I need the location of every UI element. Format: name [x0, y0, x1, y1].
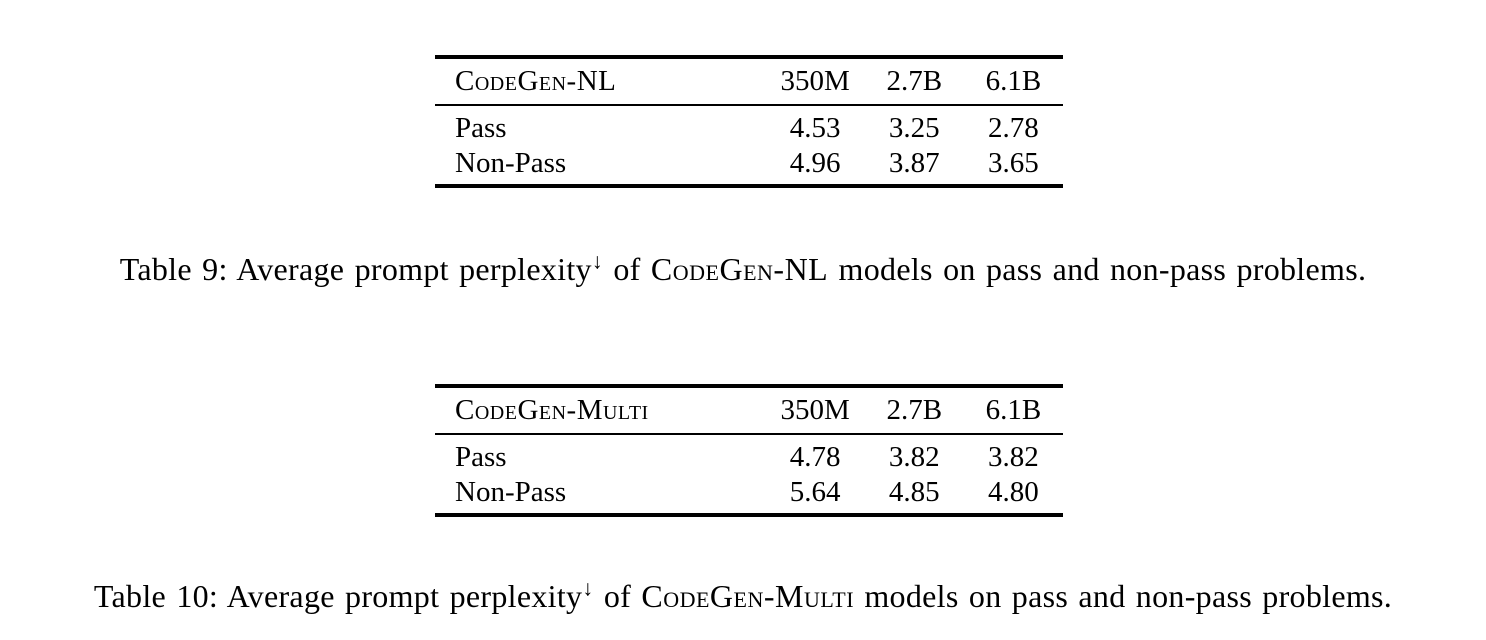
table-header-row: CodeGen-NL 350M 2.7B 6.1B: [435, 57, 1063, 105]
table-row-pass: Pass 4.53 3.25 2.78: [435, 105, 1063, 147]
table-9: CodeGen-NL 350M 2.7B 6.1B Pass 4.53 3.25…: [435, 55, 1063, 188]
table-10-body: Pass 4.78 3.82 3.82 Non-Pass 5.64 4.85 4…: [435, 434, 1063, 515]
caption-text: models on pass and non-pass problems.: [828, 251, 1367, 287]
table-10: CodeGen-Multi 350M 2.7B 6.1B Pass 4.78 3…: [435, 384, 1063, 517]
value-cell: 4.80: [988, 476, 1039, 508]
row-label: Pass: [455, 441, 507, 473]
value-cell: 3.65: [988, 147, 1039, 179]
caption-text: Average prompt perplexity: [218, 578, 583, 614]
table-row-pass: Pass 4.78 3.82 3.82: [435, 434, 1063, 476]
table-9-header: CodeGen-NL 350M 2.7B 6.1B: [435, 57, 1063, 105]
caption-model-name: CodeGen-Multi: [641, 578, 855, 614]
value-cell: 4.96: [789, 147, 841, 179]
table-10-column-350m: 350M: [780, 394, 850, 426]
value-cell: 3.25: [888, 112, 940, 144]
caption-text: models on pass and non-pass problems.: [854, 578, 1393, 614]
table-9-column-350m: 350M: [780, 65, 850, 97]
table-row-non-pass: Non-Pass 5.64 4.85 4.80: [435, 476, 1063, 515]
value-cell: 5.64: [789, 476, 841, 508]
table-row-non-pass: Non-Pass 4.96 3.87 3.65: [435, 147, 1063, 186]
caption-text: of: [603, 251, 651, 287]
table-9-body: Pass 4.53 3.25 2.78 Non-Pass 4.96 3.87 3…: [435, 105, 1063, 186]
table-10-column-6-1b: 6.1B: [985, 394, 1042, 426]
caption-text: of: [593, 578, 642, 614]
row-label: Non-Pass: [455, 476, 567, 508]
value-cell: 2.78: [988, 112, 1039, 144]
perplexity-table-codegen-nl: CodeGen-NL 350M 2.7B 6.1B Pass 4.53 3.25…: [435, 55, 1063, 188]
table-10-model-name: CodeGen-Multi: [455, 394, 649, 426]
caption-model-name: CodeGen-NL: [650, 251, 829, 287]
value-cell: 4.53: [789, 112, 841, 144]
caption-label: Table 9:: [119, 251, 228, 287]
value-cell: 3.87: [888, 147, 940, 179]
table-10-header: CodeGen-Multi 350M 2.7B 6.1B: [435, 386, 1063, 434]
table-9-model-name: CodeGen-NL: [455, 65, 617, 97]
caption-text: Average prompt perplexity: [227, 251, 592, 287]
table-9-column-2-7b: 2.7B: [886, 65, 943, 97]
perplexity-table-codegen-multi: CodeGen-Multi 350M 2.7B 6.1B Pass 4.78 3…: [435, 384, 1063, 517]
table-9-column-6-1b: 6.1B: [985, 65, 1042, 97]
table-10-caption: Table 10: Average prompt perplexity↓ of …: [0, 577, 1486, 615]
down-arrow-icon: ↓: [582, 576, 594, 601]
row-label: Pass: [455, 112, 507, 144]
row-label: Non-Pass: [455, 147, 567, 179]
value-cell: 3.82: [988, 441, 1039, 473]
value-cell: 4.78: [789, 441, 841, 473]
table-9-caption: Table 9: Average prompt perplexity↓ of C…: [0, 250, 1486, 288]
down-arrow-icon: ↓: [591, 249, 604, 274]
table-10-column-2-7b: 2.7B: [886, 394, 943, 426]
value-cell: 4.85: [888, 476, 940, 508]
table-header-row: CodeGen-Multi 350M 2.7B 6.1B: [435, 386, 1063, 434]
caption-label: Table 10:: [93, 578, 219, 614]
value-cell: 3.82: [888, 441, 940, 473]
